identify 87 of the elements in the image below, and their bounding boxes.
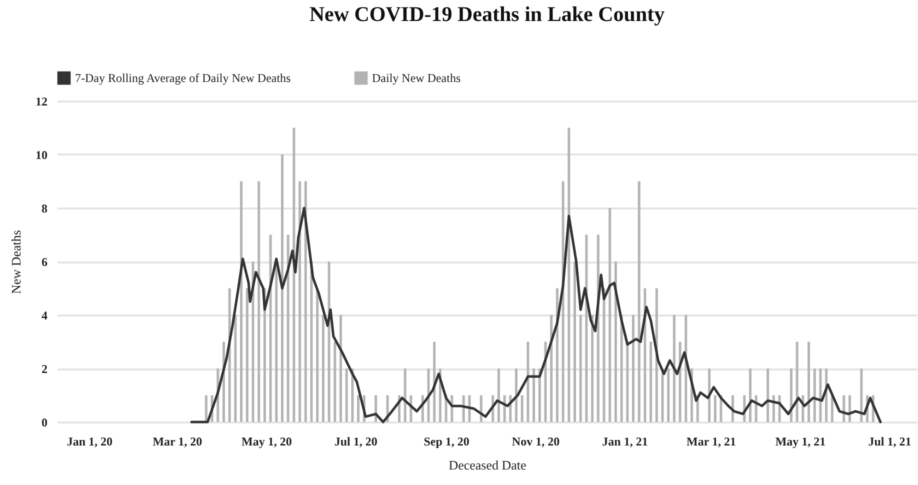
bar	[632, 315, 635, 422]
y-axis-title: New Deaths	[8, 230, 24, 294]
bar	[585, 234, 588, 422]
bar	[357, 395, 360, 422]
x-tick-label: Jan 1, 20	[66, 434, 113, 448]
bar	[532, 368, 536, 422]
bar	[813, 368, 816, 422]
bar	[240, 181, 243, 422]
legend-label: 7-Day Rolling Average of Daily New Deaths	[75, 71, 292, 86]
bar	[462, 395, 465, 422]
bar	[298, 181, 302, 422]
bar	[246, 288, 248, 422]
bar	[579, 315, 582, 422]
bar	[280, 154, 284, 422]
bar	[796, 342, 798, 422]
bar	[661, 368, 664, 422]
bar	[526, 342, 530, 422]
bar	[808, 342, 810, 422]
bar	[568, 128, 570, 422]
bar	[433, 342, 436, 422]
y-tick-label: 12	[36, 94, 48, 108]
bar	[515, 368, 518, 422]
bar	[304, 181, 307, 422]
bar	[292, 128, 296, 422]
bar	[766, 368, 770, 422]
chart-title: New COVID-19 Deaths in Lake County	[309, 2, 666, 26]
bar	[310, 262, 313, 422]
bar	[667, 368, 670, 422]
bar	[608, 208, 612, 422]
y-tick-label: 2	[42, 362, 48, 376]
bar	[204, 395, 208, 422]
x-tick-label: May 1, 21	[775, 434, 826, 448]
bar	[678, 342, 682, 422]
bar	[556, 288, 558, 422]
bar	[234, 315, 237, 422]
bar	[497, 368, 500, 422]
line-series	[190, 206, 882, 424]
y-tick-label: 10	[36, 148, 48, 162]
x-tick-label: Jul 1, 21	[868, 434, 912, 448]
legend-label: Daily New Deaths	[372, 71, 461, 86]
bar	[574, 262, 576, 422]
bar	[544, 342, 547, 422]
x-tick-label: Mar 1, 20	[152, 434, 202, 448]
bar	[830, 395, 834, 422]
bar	[538, 368, 541, 422]
y-tick-label: 8	[42, 202, 48, 216]
bar	[626, 342, 629, 422]
x-tick-label: Sep 1, 20	[424, 434, 470, 448]
bar	[550, 315, 553, 422]
x-tick-label: May 1, 20	[241, 434, 292, 448]
x-tick-label: Mar 1, 21	[686, 434, 736, 448]
bar	[819, 368, 822, 422]
bar	[328, 262, 330, 422]
bar	[269, 234, 272, 422]
bar	[286, 234, 290, 422]
bar	[655, 288, 658, 422]
x-tick-label: Jul 1, 20	[334, 434, 378, 448]
bar	[708, 368, 711, 422]
bar	[322, 315, 324, 422]
bar	[404, 368, 406, 422]
y-tick-label: 6	[42, 255, 48, 269]
bar	[427, 368, 430, 422]
bar	[672, 315, 676, 422]
bar	[334, 342, 336, 422]
bar	[591, 315, 594, 422]
y-tick-label: 4	[42, 308, 48, 322]
x-tick-label: Jan 1, 21	[602, 434, 648, 448]
y-tick-label: 0	[42, 416, 48, 430]
bar	[684, 315, 688, 422]
bar	[749, 368, 752, 422]
bar	[790, 368, 792, 422]
bar	[339, 315, 342, 422]
bar	[638, 181, 640, 422]
bar	[650, 342, 652, 422]
bar	[614, 262, 617, 422]
bar	[316, 288, 319, 422]
bar	[258, 181, 260, 422]
x-tick-label: Nov 1, 20	[512, 434, 560, 448]
x-axis-title: Deceased Date	[448, 458, 527, 472]
bar	[252, 262, 254, 422]
bar	[620, 315, 623, 422]
bar	[602, 288, 606, 422]
bar	[860, 368, 863, 422]
bar	[520, 395, 524, 422]
bar	[714, 395, 716, 422]
bar	[772, 395, 775, 422]
bar	[345, 368, 348, 422]
